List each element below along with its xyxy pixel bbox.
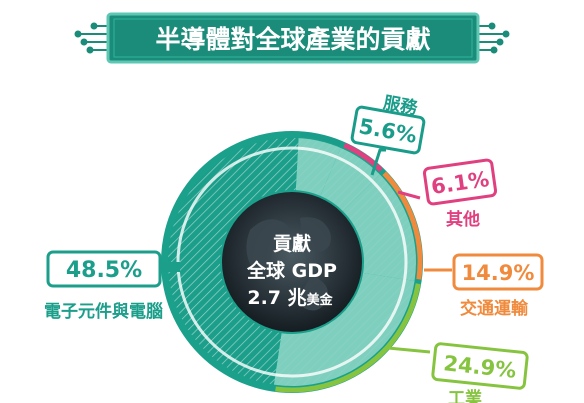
center-line-2: 全球 GDP [246, 259, 337, 282]
callouts: 48.5% 電子元件與電腦 5.6% 服務 6.1% 其他 14.9% 交通運輸 [44, 92, 544, 403]
donut-slice-hatch [168, 138, 299, 385]
donut-slice-hatch [273, 272, 415, 386]
donut-slice-accent [300, 131, 342, 146]
banner-title: 半導體對全球產業的貢獻 [155, 25, 430, 54]
donut-slice-accent [343, 142, 383, 172]
donut-slice-accent [382, 171, 423, 280]
callout-transport-box [452, 253, 544, 291]
donut-slices [168, 131, 423, 393]
banner-background [106, 12, 480, 64]
callout-electronics: 48.5% 電子元件與電腦 [44, 250, 180, 322]
center-line-3: 2.7 兆美金 [247, 287, 333, 309]
callout-other-name: 其他 [446, 209, 480, 230]
banner-circuit-left [74, 22, 108, 54]
donut-chart: 貢獻 全球 GDP 2.7 兆美金 [161, 131, 423, 393]
donut-slice-hatch [343, 174, 416, 281]
callout-transport-value: 14.9% [462, 261, 535, 285]
title-banner: 半導體對全球產業的貢獻 [74, 12, 510, 64]
center-line-1: 貢獻 [273, 232, 311, 255]
donut-slice-hatch [320, 147, 380, 212]
globe-continents [246, 217, 331, 311]
callout-transport: 14.9% 交通運輸 [424, 253, 544, 319]
callout-other-box [422, 158, 498, 206]
center-unit: 美金 [307, 292, 334, 308]
callout-electronics-value: 48.5% [66, 258, 142, 283]
callout-other: 6.1% 其他 [397, 158, 498, 230]
callout-electronics-box [46, 250, 162, 288]
callout-electronics-name: 電子元件與電腦 [44, 301, 163, 322]
donut-slice-accent [275, 283, 421, 393]
callout-transport-name: 交通運輸 [460, 298, 529, 319]
callout-industry-box [431, 342, 529, 390]
center-value: 2.7 兆 [247, 287, 306, 309]
callout-services-box [350, 105, 426, 155]
callout-industry: 24.9% 工業 [387, 342, 529, 403]
banner-circuit-right [478, 22, 510, 54]
donut-slice-hatch [295, 138, 341, 196]
callout-industry-name: 工業 [448, 388, 482, 403]
